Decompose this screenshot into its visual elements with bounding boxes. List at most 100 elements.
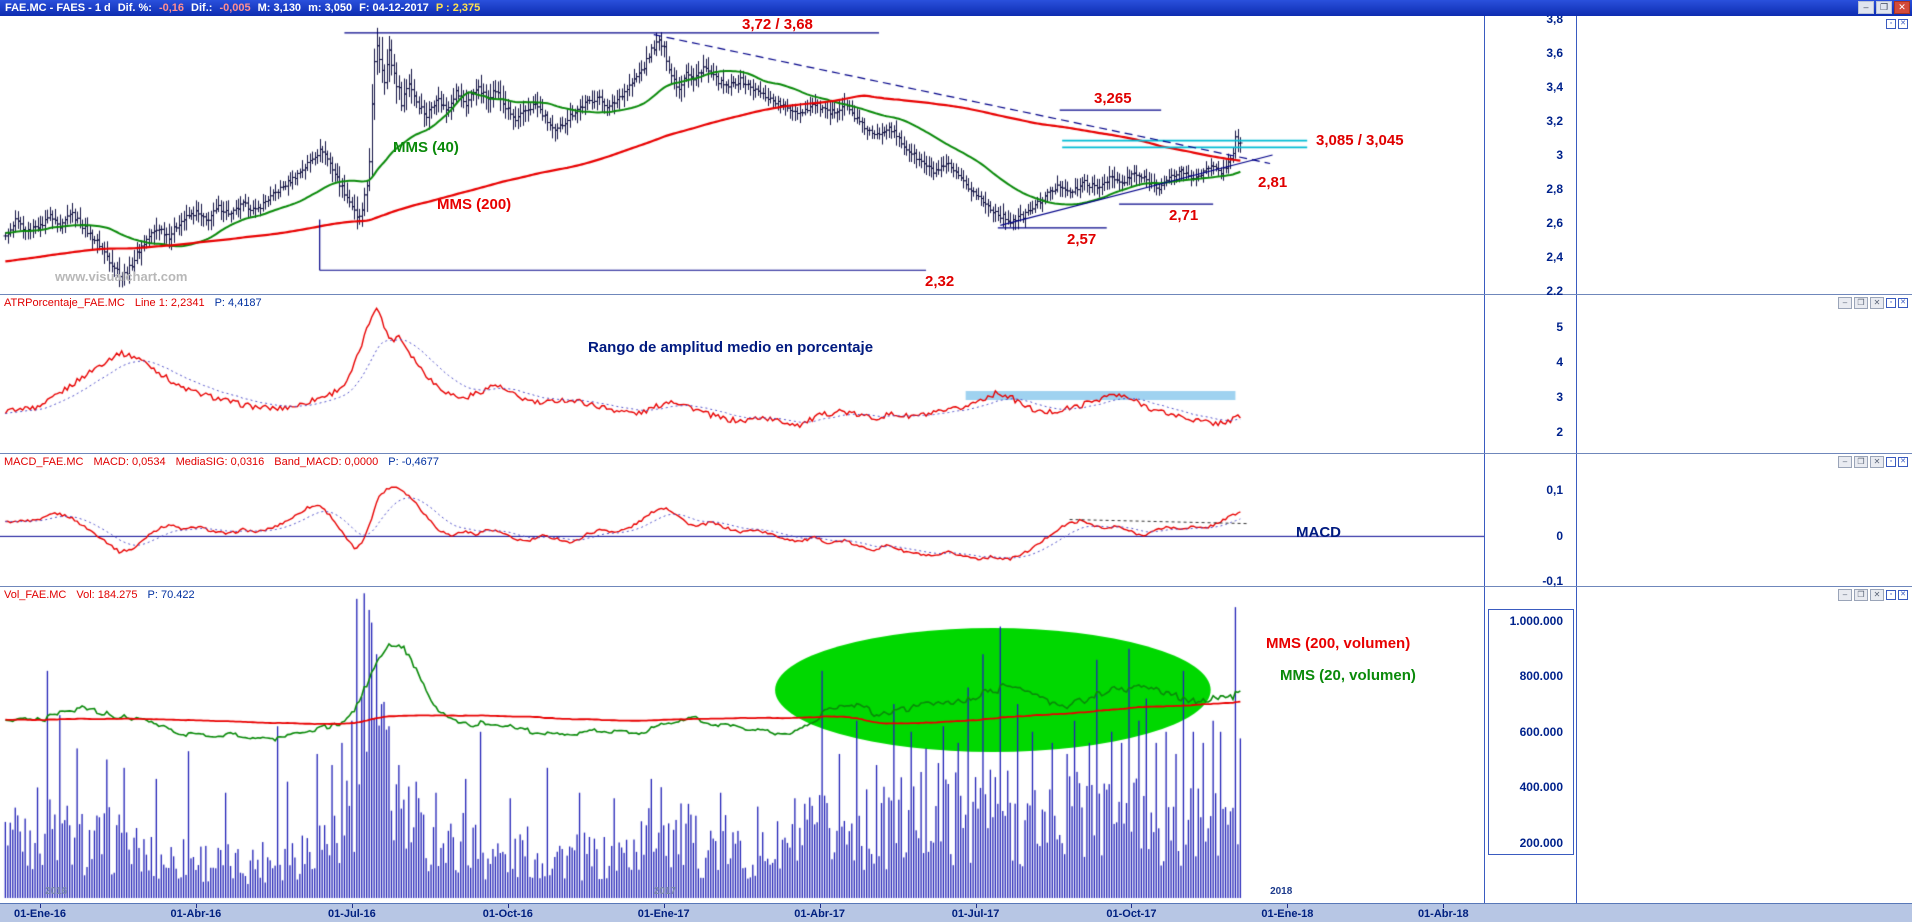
x-axis-tick-label: 01-Jul-17 (951, 908, 1000, 920)
price-panel-mini-controls: ▫ ✕ (1886, 19, 1908, 29)
x-axis-tick-mark (975, 904, 977, 908)
year-label: 2018 (1270, 886, 1293, 897)
macd-panel: 0,1 0 -0,1 MACD_FAE.MC MACD: 0,0534 MediaS… (0, 454, 1912, 589)
vol-panel-mini-close-button[interactable]: ✕ (1898, 590, 1908, 600)
x-axis-tick-label: 01-Oct-17 (1106, 908, 1157, 920)
price-panel-mini-restore-button[interactable]: ▫ (1886, 19, 1896, 29)
y-axis-tick-label: 0,1 (1546, 483, 1563, 498)
year-label: 2017 (653, 886, 677, 897)
x-axis-tick-mark (663, 904, 665, 908)
minimize-button[interactable]: – (1858, 1, 1874, 14)
vol-panel-controls: – ❐ ✕ (1838, 589, 1884, 601)
atr-panel-close-button[interactable]: ✕ (1870, 297, 1884, 309)
x-axis-tick-label: 01-Ene-17 (637, 908, 690, 920)
vol-panel-minimize-button[interactable]: – (1838, 589, 1852, 601)
vol-panel-mini-controls: ▫ ✕ (1886, 590, 1908, 600)
y-axis-tick-label: -0,1 (1542, 574, 1563, 589)
vol-mms20-label: MMS (20, volumen) (1280, 667, 1416, 684)
atr-panel-mini-restore-button[interactable]: ▫ (1886, 298, 1896, 308)
session-date: F: 04-12-2017 (359, 2, 429, 14)
atr-indicator-name: ATRPorcentaje_FAE.MC (4, 297, 125, 309)
x-axis-tick-mark (819, 904, 821, 908)
atr-panel-controls: – ❐ ✕ (1838, 297, 1884, 309)
atr-panel-minimize-button[interactable]: – (1838, 297, 1852, 309)
volume-value: Vol: 184.275 (76, 589, 138, 601)
x-axis-tick-label: 01-Abr-17 (794, 908, 845, 920)
atr-note: Rango de amplitud medio en porcentaje (588, 339, 874, 356)
y-axis-tick-label: 2,4 (1546, 249, 1563, 264)
vol-panel-close-button[interactable]: ✕ (1870, 589, 1884, 601)
y-axis-tick-label: 3,6 (1546, 46, 1563, 61)
y-axis-tick-label: 2 (1556, 424, 1563, 439)
dif-pct-label: Dif. %: (117, 2, 152, 14)
x-axis-tick-mark (507, 904, 509, 908)
x-axis-tick-mark (1131, 904, 1133, 908)
macd-label: MACD (1296, 524, 1341, 541)
close-button[interactable]: ✕ (1894, 1, 1910, 14)
y-axis-tick-label: 200.000 (1519, 835, 1563, 850)
x-axis-tick-mark (1287, 904, 1289, 908)
annotation-3265: 3,265 (1094, 90, 1132, 107)
macd-y-axis[interactable]: 0,1 0 -0,1 (1484, 454, 1577, 589)
x-axis-tick-label: 01-Abr-16 (170, 908, 222, 920)
atr-line1-value: Line 1: 2,2341 (134, 297, 205, 309)
macd-value: MACD: 0,0534 (93, 456, 166, 468)
dif-label: Dif.: (191, 2, 213, 14)
macd-panel-close-button[interactable]: ✕ (1870, 456, 1884, 468)
vol-panel-restore-button[interactable]: ❐ (1854, 589, 1868, 601)
vol-panel-mini-restore-button[interactable]: ▫ (1886, 590, 1896, 600)
y-axis-tick-label: 3,4 (1546, 80, 1563, 95)
x-axis[interactable]: 01-Ene-16 01-Abr-16 01-Jul-16 01-Oct-16 01-E… (0, 903, 1912, 922)
macd-header: MACD_FAE.MC MACD: 0,0534 MediaSIG: 0,031… (4, 456, 439, 468)
y-axis-tick-label: 800.000 (1519, 669, 1563, 684)
annotation-257: 2,57 (1067, 231, 1097, 248)
volume-axis-box (1488, 609, 1574, 855)
chart-titlebar[interactable]: FAE.MC - FAES - 1 d Dif. %: -0,16 Dif.: … (0, 0, 1912, 16)
macd-panel-minimize-button[interactable]: – (1838, 456, 1852, 468)
annotation-281: 2,81 (1258, 174, 1288, 191)
macd-indicator-name: MACD_FAE.MC (4, 456, 84, 468)
dif-pct-value: -0,16 (158, 2, 185, 14)
macd-panel-controls: – ❐ ✕ (1838, 456, 1884, 468)
volume-indicator-name: Vol_FAE.MC (4, 589, 67, 601)
macd-panel-restore-button[interactable]: ❐ (1854, 456, 1868, 468)
y-axis-tick-label: 3,2 (1546, 114, 1563, 129)
macd-panel-mini-controls: ▫ ✕ (1886, 457, 1908, 467)
atr-chart-canvas[interactable] (0, 295, 1484, 453)
x-axis-tick-label: 01-Jul-16 (327, 908, 376, 920)
atr-panel-mini-close-button[interactable]: ✕ (1898, 298, 1908, 308)
volume-panel: 1.000.000 800.000 600.000 400.000 200.000 Vo… (0, 587, 1912, 903)
macd-chart-canvas[interactable] (0, 454, 1484, 586)
atr-panel-restore-button[interactable]: ❐ (1854, 297, 1868, 309)
annotation-double-top: 3,72 / 3,68 (742, 16, 813, 33)
vol-mms200-label: MMS (200, volumen) (1266, 635, 1411, 652)
session-min: m: 3,050 (308, 2, 353, 14)
x-axis-tick-mark (1443, 904, 1445, 908)
volume-chart-canvas[interactable] (0, 587, 1484, 902)
y-axis-tick-label: 600.000 (1519, 724, 1563, 739)
macd-p-value: P: -0,4677 (388, 456, 440, 468)
y-axis-tick-label: 3 (1556, 389, 1563, 404)
annotation-3085-3045: 3,085 / 3,045 (1316, 132, 1404, 149)
y-axis-tick-label: 400.000 (1519, 780, 1563, 795)
volume-y-axis[interactable]: 1.000.000 800.000 600.000 400.000 200.000 (1484, 587, 1577, 903)
price-y-axis[interactable]: 3,8 3,6 3,4 3,2 3 2,8 2,6 2,4 2,2 (1484, 12, 1577, 298)
y-axis-tick-label: 2,2 (1546, 283, 1563, 298)
annotation-232: 2,32 (925, 273, 955, 290)
maximize-button[interactable]: ❐ (1876, 1, 1892, 14)
x-axis-tick-label: 01-Oct-16 (482, 908, 533, 920)
y-axis-tick-label: 4 (1556, 354, 1563, 369)
volume-header: Vol_FAE.MC Vol: 184.275 P: 70.422 (4, 589, 195, 601)
price-chart-canvas[interactable] (0, 16, 1484, 294)
watermark: www.visualchart.com (55, 269, 188, 284)
annotation-271: 2,71 (1169, 207, 1199, 224)
macd-panel-mini-close-button[interactable]: ✕ (1898, 457, 1908, 467)
macd-panel-mini-restore-button[interactable]: ▫ (1886, 457, 1896, 467)
mediasig-value: MediaSIG: 0,0316 (175, 456, 265, 468)
mms40-label: MMS (40) (393, 139, 459, 156)
x-axis-tick-label: 01-Abr-18 (1417, 908, 1469, 920)
price-panel-mini-close-button[interactable]: ✕ (1898, 19, 1908, 29)
symbol-title: FAE.MC - FAES - 1 d (5, 2, 111, 14)
atr-y-axis[interactable]: 5 4 3 2 (1484, 295, 1577, 453)
session-price: P : 2,375 (435, 2, 481, 14)
